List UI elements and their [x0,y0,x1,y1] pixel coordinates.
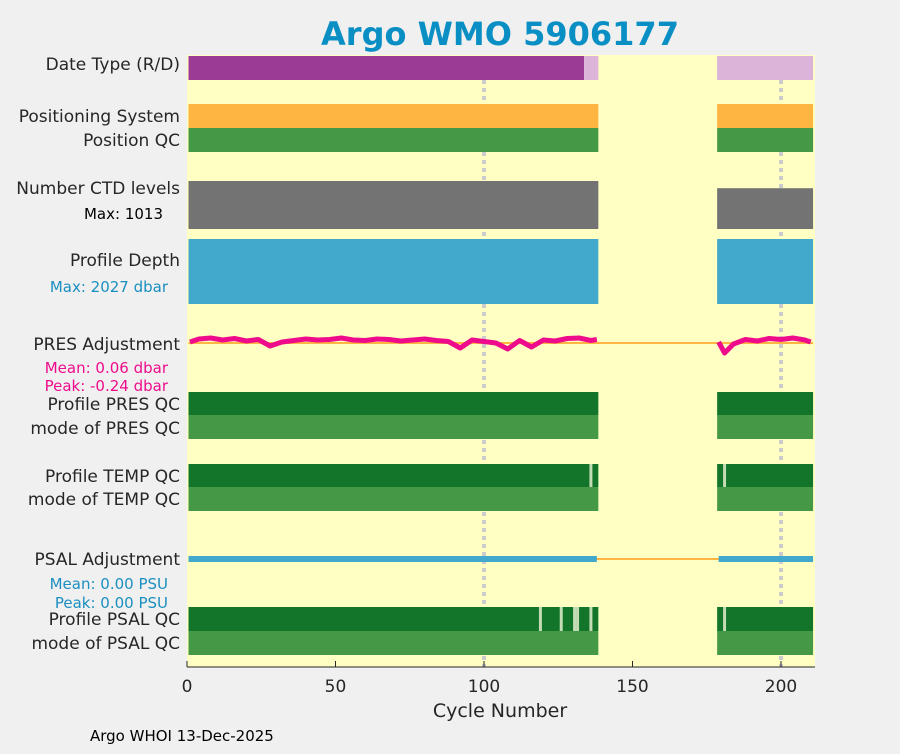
qc-flag-mark [573,607,577,631]
footer-text: Argo WHOI 13-Dec-2025 [90,727,274,745]
bar-pos-segment [717,104,814,128]
bar-presmode-segment [188,415,599,439]
bar-posqc-segment [717,128,814,152]
row-label-tempqc: Profile TEMP QC [45,467,180,487]
row-label-presmode: mode of PRES QC [30,419,180,439]
bar-psalmode-segment [717,631,814,655]
row-label-psalmode: mode of PSAL QC [31,634,180,654]
row-label-posqc: Position QC [83,131,180,151]
qc-flag-mark [589,607,593,631]
bar-presmode-segment [717,415,814,439]
bar-top-segment [584,56,599,80]
row-label-psalqc: Profile PSAL QC [49,610,180,630]
psal-adjustment-bar [188,556,597,562]
bar-psalmode-segment [188,631,599,655]
x-axis-label: Cycle Number [433,700,567,722]
bar-tempqc-segment [188,464,599,487]
bar-ctd-segment [188,181,599,229]
pres-adjustment-line [189,335,598,352]
pres-adjustment-label: PRES Adjustment [33,335,180,355]
qc-flag-mark [538,607,542,631]
bar-tempmode-segment [188,487,599,511]
pres-mean-text: Mean: 0.06 dbar [45,359,169,377]
bar-ctd-segment [717,188,814,229]
x-tick-label: 200 [765,677,797,697]
psal-adjustment-label: PSAL Adjustment [35,550,181,570]
bar-depth-segment [188,239,599,304]
bar-presqc-segment [188,392,599,415]
bar-top-segment [188,56,585,80]
row-label-depth: Profile Depth [70,251,180,271]
row-sublabel-ctd: Max: 1013 [84,205,163,223]
pres-peak-text: Peak: -0.24 dbar [45,377,169,395]
x-tick-label: 0 [182,677,193,697]
qc-flag-mark [589,464,593,487]
qc-flag-mark [559,607,563,631]
bar-posqc-segment [188,128,599,152]
qc-flag-mark [723,607,727,631]
row-label-pos: Positioning System [19,107,180,127]
row-label-ctd: Number CTD levels [16,179,180,199]
bar-tempmode-segment [717,487,814,511]
bar-psalqc-segment [188,607,599,631]
x-tick-label: 50 [325,677,347,697]
bar-depth-segment [717,239,814,304]
psal-mean-text: Mean: 0.00 PSU [50,575,168,593]
x-tick-label: 150 [616,677,648,697]
bar-tempqc-segment [717,464,814,487]
bar-pos-segment [188,104,599,128]
bar-top-segment [717,56,814,80]
psal-peak-text: Peak: 0.00 PSU [55,594,168,612]
row-label-presqc: Profile PRES QC [47,395,180,415]
row-label-top: Date Type (R/D) [46,55,180,75]
qc-flag-mark [576,607,580,631]
bar-psalqc-segment [717,607,814,631]
pres-adjustment-line [716,335,812,356]
row-label-tempmode: mode of TEMP QC [28,490,180,510]
plot-background [187,55,815,667]
chart-title: Argo WMO 5906177 [321,15,679,53]
qc-flag-mark [723,464,727,487]
bar-presqc-segment [717,392,814,415]
psal-adjustment-bar [718,556,814,562]
row-sublabel-depth: Max: 2027 dbar [50,278,169,296]
x-tick-label: 100 [468,677,500,697]
